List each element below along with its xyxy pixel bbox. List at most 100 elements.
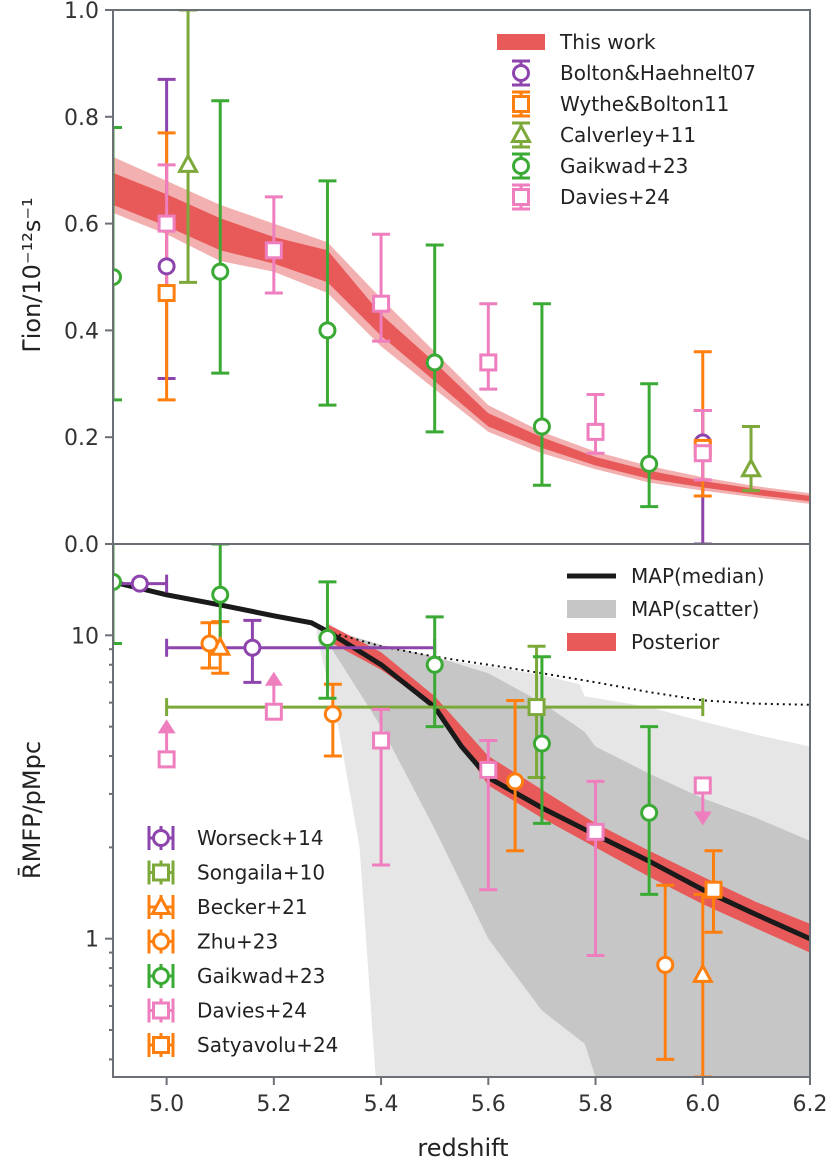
bottom-point-Becker+21 xyxy=(691,962,714,983)
legend-marker xyxy=(512,64,530,82)
legend-label: Worseck+14 xyxy=(197,826,324,850)
top-point-Davies+24 xyxy=(372,294,391,313)
posterior-band xyxy=(327,624,810,953)
top-point-Gaikwad+23 xyxy=(113,268,122,286)
bottom-point-Davies+24 xyxy=(264,702,283,721)
limit-arrow-head xyxy=(693,811,712,826)
top-point-Calverley+11 xyxy=(177,152,200,173)
legend-marker xyxy=(152,1001,170,1020)
legend-marker xyxy=(152,863,170,882)
legend-marker xyxy=(512,95,530,113)
bottom-point-Gaikwad+23 xyxy=(425,655,444,674)
top-point-Davies+24 xyxy=(157,214,176,233)
legend-label: Calverley+11 xyxy=(560,123,696,147)
top-y-tick-label: 0.8 xyxy=(64,106,99,131)
legend-marker xyxy=(152,932,170,951)
top-point-Davies+24 xyxy=(693,444,712,463)
bottom-point-Worseck+14 xyxy=(130,574,149,593)
top-point-Gaikwad+23 xyxy=(425,353,444,372)
bottom-point-Zhu+23 xyxy=(506,772,525,791)
this-work-band-inner xyxy=(113,172,810,502)
legend-label: Gaikwad+23 xyxy=(197,964,325,988)
legend-label: MAP(median) xyxy=(631,564,765,588)
x-tick-label: 5.8 xyxy=(578,1092,613,1117)
legend-label: Posterior xyxy=(631,630,720,654)
dotted-upper-line xyxy=(327,630,810,706)
top-point-Wythe&Bolton11 xyxy=(157,284,176,303)
limit-arrow-head xyxy=(264,671,283,686)
top-point-Gaikwad+23 xyxy=(640,454,659,473)
legend-label: Davies+24 xyxy=(197,999,307,1023)
top-y-tick-label: 0.0 xyxy=(64,533,99,558)
top-plot-area xyxy=(113,10,810,544)
bottom-point-Songaila+10 xyxy=(527,698,546,717)
x-axis: 5.0 5.2 5.4 5.6 5.8 6.0 6.2 xyxy=(149,1077,828,1117)
legend-marker xyxy=(149,894,173,915)
top-point-Davies+24 xyxy=(479,353,498,372)
legend-marker xyxy=(512,157,530,175)
legend-marker xyxy=(152,967,170,985)
top-y-tick-label: 0.6 xyxy=(64,213,99,238)
bottom-point-Davies+24 xyxy=(479,760,498,779)
legend-label: Songaila+10 xyxy=(197,861,325,885)
bottom-plot-area xyxy=(113,544,810,1077)
legend-label: Satyavolu+24 xyxy=(197,1033,338,1057)
x-axis-label: redshift xyxy=(417,1134,508,1162)
map-scatter-inner xyxy=(327,628,810,1077)
legends: This work Bolton&Haehnelt07 Wythe&Bolton11… xyxy=(147,30,765,1057)
bottom-frame xyxy=(112,543,811,1078)
top-point-Gaikwad+23 xyxy=(211,262,230,281)
legend-marker xyxy=(152,829,170,847)
x-tick-label: 6.0 xyxy=(685,1092,720,1117)
top-point-Gaikwad+23 xyxy=(532,417,551,436)
x-tick-label: 5.2 xyxy=(256,1092,291,1117)
bottom-point-Zhu+23 xyxy=(323,705,342,724)
top-point-Bolton&Haehnelt07 xyxy=(157,257,176,276)
legend-swatch-scatter xyxy=(567,600,616,618)
map-median-line xyxy=(113,579,810,941)
bottom-point-Gaikwad+23 xyxy=(318,628,337,647)
bottom-point-Gaikwad+23 xyxy=(113,572,122,591)
bottom-y-tick-label: 10 xyxy=(71,624,99,649)
legend-label: Becker+21 xyxy=(197,895,308,919)
bottom-point-Davies+24 xyxy=(693,776,712,795)
top-point-Davies+24 xyxy=(264,241,283,260)
bottom-point-Satyavolu+24 xyxy=(704,880,723,899)
top-y-axis-label: Γ̄ion/10⁻¹²s⁻¹ xyxy=(18,197,46,352)
legend-label: Davies+24 xyxy=(560,185,670,209)
legend-label: Wythe&Bolton11 xyxy=(560,92,729,116)
legend-marker xyxy=(512,188,530,206)
legend-label: This work xyxy=(559,30,656,54)
legend-label: Bolton&Haehnelt07 xyxy=(560,61,756,85)
bottom-point-Davies+24 xyxy=(586,822,605,841)
x-tick-label: 5.6 xyxy=(471,1092,506,1117)
bottom-panel: 1 10 xyxy=(71,543,811,1078)
top-y-tick-label: 0.2 xyxy=(64,426,99,451)
top-panel: 0.0 0.2 0.4 0.6 0.8 1.0 xyxy=(64,0,811,558)
legend-swatch-posterior xyxy=(567,633,616,651)
legend-label: Gaikwad+23 xyxy=(560,154,688,178)
x-tick-label: 5.4 xyxy=(364,1092,399,1117)
bottom-point-Gaikwad+23 xyxy=(640,803,659,822)
legend-marker xyxy=(152,1036,170,1054)
top-y-tick-label: 1.0 xyxy=(64,0,99,24)
legend-label: Zhu+23 xyxy=(197,930,278,954)
top-point-Calverley+11 xyxy=(739,457,763,478)
limit-arrow-head xyxy=(157,719,176,734)
legend-marker xyxy=(509,122,533,143)
bottom-point-Worseck+14 xyxy=(243,638,262,657)
bottom-point-Zhu+23 xyxy=(200,634,219,653)
top-y-tick-label: 0.4 xyxy=(64,319,99,344)
x-tick-label: 5.0 xyxy=(149,1092,184,1117)
x-tick-label: 6.2 xyxy=(793,1092,828,1117)
bottom-point-Gaikwad+23 xyxy=(532,734,551,753)
legend-label: MAP(scatter) xyxy=(631,597,760,621)
bottom-point-Gaikwad+23 xyxy=(211,585,230,604)
legend-swatch-this-work xyxy=(497,34,545,50)
bottom-point-Davies+24 xyxy=(372,731,391,750)
bottom-y-tick-label: 1 xyxy=(85,928,99,953)
bottom-y-axis-label: R̄MFP/pMpc xyxy=(17,741,46,879)
top-point-Davies+24 xyxy=(586,422,605,441)
bottom-point-Zhu+23 xyxy=(656,955,675,974)
